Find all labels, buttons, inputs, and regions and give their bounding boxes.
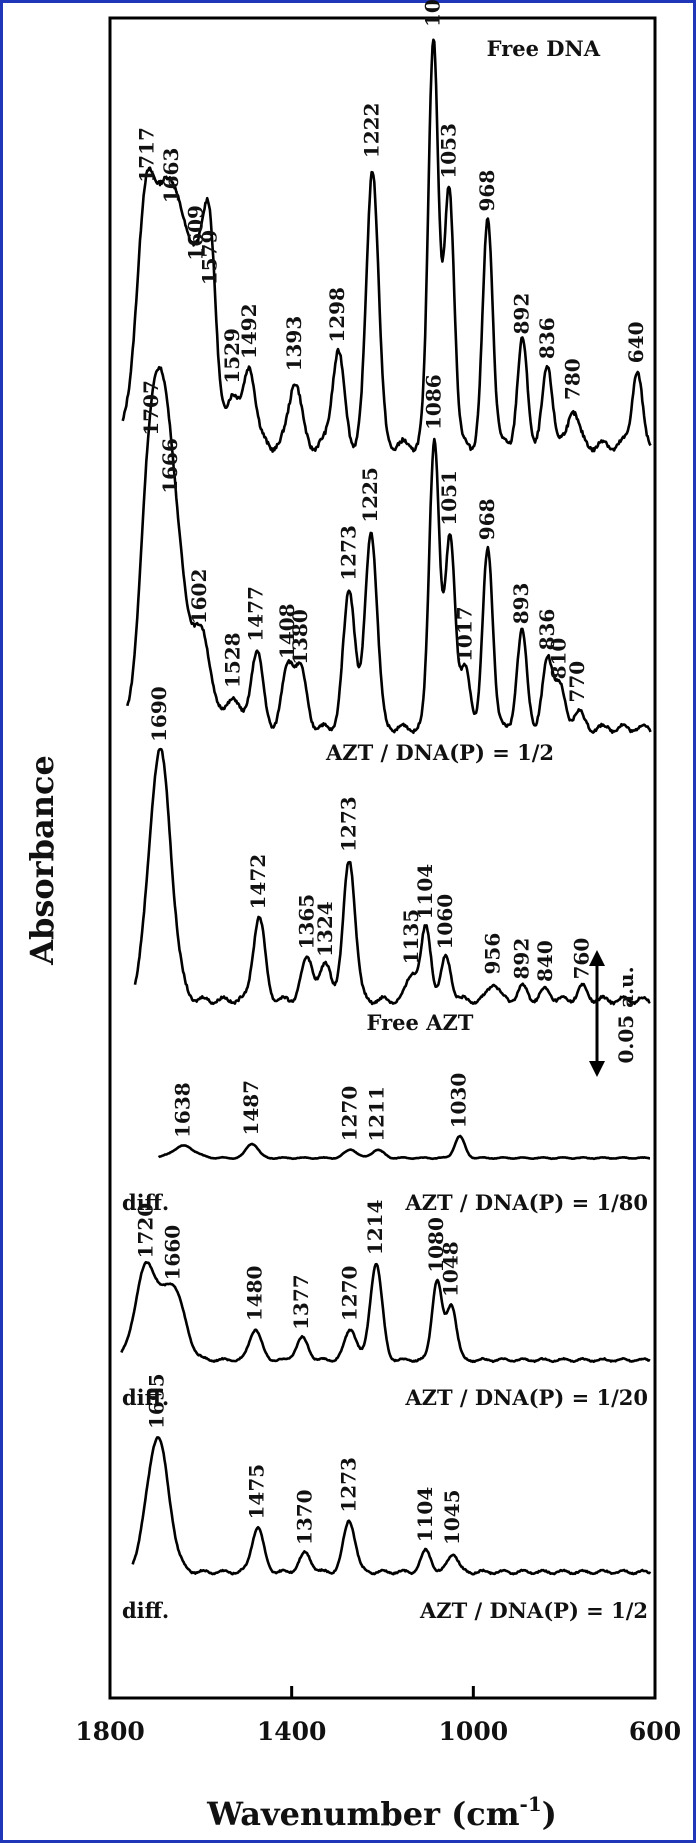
peak-label-6-3: 1370: [292, 1489, 316, 1545]
peak-label-2-15: 836: [535, 609, 559, 651]
x-axis-label-close: ): [542, 1795, 557, 1833]
trace-titles-group: Free DNA AZT / DNA(P) = 1/2 Free AZT AZT / …: [122, 36, 648, 1623]
peak-label-2-9: 1225: [358, 467, 382, 523]
peak-label-5-7: 1080: [424, 1217, 448, 1273]
peak-label-4-3: 1270: [338, 1086, 362, 1142]
peak-label-2-4: 1528: [221, 632, 245, 688]
trace-prefix-4: diff.: [122, 1190, 169, 1215]
peak-label-5-2: 1660: [161, 1225, 185, 1281]
peak-label-2-10: 1086: [421, 374, 445, 430]
trace-title-4: AZT / DNA(P) = 1/80: [404, 1190, 648, 1215]
x-tick-label-1800: 1800: [75, 1717, 145, 1746]
spectrum-line-3: [133, 747, 651, 1006]
x-tick-label-1400: 1400: [257, 1717, 327, 1746]
peak-label-3-11: 840: [533, 940, 557, 982]
peak-label-3-8: 1060: [433, 894, 457, 950]
peak-label-3-5: 1273: [336, 796, 360, 852]
peak-label-5-8: 1048: [439, 1241, 463, 1297]
peak-label-1-15: 780: [560, 358, 584, 400]
peak-label-1-13: 892: [509, 293, 533, 335]
peak-label-3-4: 1324: [313, 901, 337, 957]
peak-label-4-5: 1030: [447, 1073, 471, 1129]
peak-label-5-4: 1377: [289, 1274, 313, 1330]
peak-label-6-6: 1045: [440, 1489, 464, 1545]
peak-label-4-1: 1638: [171, 1082, 195, 1138]
peak-label-1-4: 1579: [197, 230, 221, 286]
x-axis-label-main: Wavenumber (cm: [206, 1795, 520, 1833]
plot-area-border: [108, 16, 657, 1700]
peak-label-2-7: 1380: [288, 609, 312, 665]
peak-label-1-10: 1088: [420, 0, 444, 27]
peak-label-1-12: 968: [475, 170, 499, 212]
peak-label-2-13: 968: [475, 498, 499, 540]
peak-label-3-10: 892: [509, 938, 533, 980]
trace-title-1: Free DNA: [487, 36, 601, 61]
peak-label-3-9: 956: [480, 933, 504, 975]
peak-label-6-2: 1475: [245, 1464, 269, 1520]
trace-title-2: AZT / DNA(P) = 1/2: [325, 740, 554, 765]
spectra-group: [120, 38, 652, 1576]
spectrum-line-4: [157, 1134, 651, 1161]
peak-label-5-3: 1480: [242, 1266, 266, 1322]
peak-label-5-5: 1270: [338, 1266, 362, 1322]
spectrum-line-6: [131, 1436, 652, 1576]
peak-label-3-12: 760: [569, 938, 593, 980]
peak-label-3-7: 1104: [413, 864, 437, 920]
trace-title-5: AZT / DNA(P) = 1/20: [404, 1385, 648, 1410]
trace-title-3: Free AZT: [367, 1010, 474, 1035]
peak-label-4-2: 1487: [239, 1080, 263, 1136]
peak-label-1-2: 1663: [159, 148, 183, 204]
peak-label-6-4: 1273: [336, 1457, 360, 1513]
peak-label-6-5: 1104: [413, 1487, 437, 1543]
scale-bar-arrow-up-icon: [589, 950, 605, 966]
x-axis-ticks: 1800 1400 1000 600: [75, 1686, 681, 1746]
peak-label-1-9: 1222: [360, 103, 384, 159]
peak-label-1-7: 1393: [282, 316, 306, 372]
peak-label-2-8: 1273: [336, 525, 360, 581]
peak-label-2-1: 1707: [139, 380, 163, 436]
peak-label-6-1: 1695: [145, 1373, 169, 1429]
x-axis-label-superscript: -1: [520, 1792, 542, 1816]
peak-label-1-3: 1609: [184, 205, 208, 261]
peak-label-2-14: 893: [509, 583, 533, 625]
peak-label-1-8: 1298: [325, 287, 349, 343]
peak-label-2-6: 1408: [275, 603, 299, 659]
peak-label-3-3: 1365: [295, 894, 319, 950]
scale-bar: 0.05 a.u.: [589, 950, 638, 1077]
peak-label-3-1: 1690: [147, 686, 171, 742]
peak-label-2-5: 1477: [244, 586, 268, 642]
peak-label-2-12: 1017: [453, 606, 477, 662]
peak-label-2-11: 1051: [437, 470, 461, 526]
peak-label-1-1: 1717: [135, 127, 159, 183]
peak-label-2-17: 770: [565, 661, 589, 703]
scale-bar-label: 0.05 a.u.: [614, 966, 638, 1063]
peak-label-2-2: 1666: [158, 438, 182, 494]
x-tick-label-600: 600: [629, 1717, 681, 1746]
spectrum-line-5: [120, 1260, 651, 1364]
peak-label-1-14: 836: [535, 317, 559, 359]
peak-label-1-5: 1529: [220, 328, 244, 384]
peak-label-2-16: 810: [547, 638, 571, 680]
spectrum-line-1: [121, 38, 652, 453]
trace-title-6: AZT / DNA(P) = 1/2: [419, 1598, 648, 1623]
peak-label-5-1: 1720: [133, 1203, 157, 1259]
spectrum-line-2: [126, 365, 652, 734]
peak-label-1-6: 1492: [237, 303, 261, 359]
peak-label-1-16: 640: [624, 321, 648, 363]
y-axis-label: Absorbance: [23, 755, 61, 966]
peak-label-3-2: 1472: [246, 854, 270, 910]
peak-label-5-6: 1214: [363, 1199, 387, 1255]
peak-label-4-4: 1211: [365, 1086, 389, 1142]
x-axis-label: Wavenumber (cm-1): [206, 1792, 557, 1833]
trace-prefix-5: diff.: [122, 1385, 169, 1410]
x-tick-label-1000: 1000: [439, 1717, 509, 1746]
scale-bar-arrow-down-icon: [589, 1061, 605, 1077]
peak-label-2-3: 1602: [187, 569, 211, 625]
trace-prefix-6: diff.: [122, 1598, 169, 1623]
peak-label-3-6: 1135: [399, 909, 423, 965]
peak-label-1-11: 1053: [436, 123, 460, 179]
